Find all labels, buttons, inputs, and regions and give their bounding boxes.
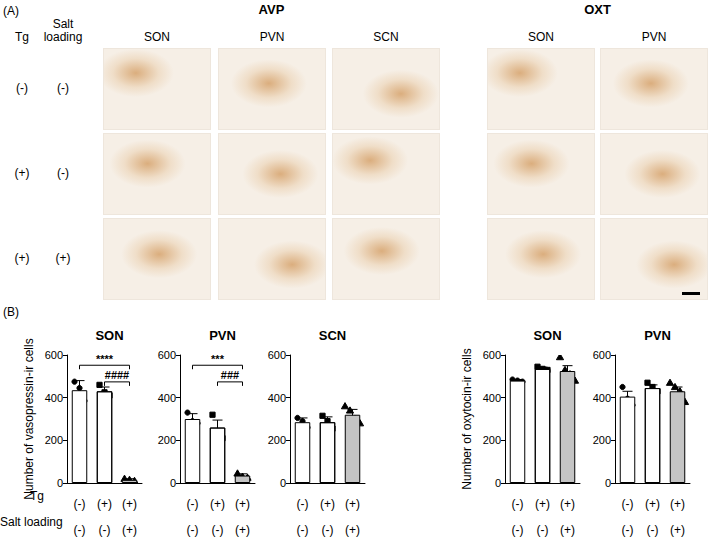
svg-text:####: ####	[105, 369, 129, 381]
svg-text:(+): (+)	[535, 497, 550, 511]
svg-text:(-): (-)	[647, 523, 659, 537]
svg-text:(-): (-)	[212, 523, 224, 537]
html-text:Tg: Tg	[15, 30, 29, 44]
svg-text:(-): (-)	[187, 523, 199, 537]
svg-text:SON: SON	[533, 328, 561, 343]
html-text:Salt loading: Salt loading	[43, 17, 83, 44]
svg-text:****: ****	[96, 353, 114, 365]
svg-text:SCN: SCN	[319, 328, 346, 343]
html-text:SON: SON	[528, 30, 554, 44]
svg-text:600: 600	[483, 349, 501, 361]
svg-text:(-): (-)	[74, 523, 86, 537]
html-text:AVP: AVP	[258, 2, 285, 17]
svg-text:600: 600	[158, 349, 176, 361]
svg-text:0: 0	[280, 477, 286, 489]
svg-text:###: ###	[221, 369, 239, 381]
svg-text:(+): (+)	[235, 497, 250, 511]
svg-text:Tg: Tg	[30, 489, 44, 503]
svg-text:200: 200	[158, 434, 176, 446]
svg-text:(-): (-)	[622, 497, 634, 511]
svg-text:(+): (+)	[560, 497, 575, 511]
svg-text:Number of vasopressin-ir cells: Number of vasopressin-ir cells	[22, 338, 36, 499]
svg-text:200: 200	[45, 434, 63, 446]
html-text:SCN: SCN	[373, 30, 399, 44]
svg-text:0: 0	[170, 477, 176, 489]
svg-text:(+): (+)	[122, 497, 137, 511]
svg-text:(+): (+)	[670, 497, 685, 511]
html-text:SON: SON	[144, 30, 170, 44]
svg-text:(-): (-)	[537, 523, 549, 537]
svg-text:200: 200	[268, 434, 286, 446]
svg-text:400: 400	[268, 392, 286, 404]
svg-text:Salt loading: Salt loading	[0, 515, 63, 529]
svg-text:(-): (-)	[512, 497, 524, 511]
svg-text:200: 200	[483, 434, 501, 446]
svg-text:PVN: PVN	[209, 328, 236, 343]
html-text:(A): (A)	[3, 4, 19, 18]
svg-text:(-): (-)	[622, 523, 634, 537]
svg-text:400: 400	[45, 392, 63, 404]
svg-text:(+): (+)	[560, 523, 575, 537]
html-text:OXT: OXT	[584, 2, 611, 17]
svg-text:(+): (+)	[97, 497, 112, 511]
svg-text:0: 0	[495, 477, 501, 489]
svg-text:PVN: PVN	[644, 328, 671, 343]
svg-text:(-): (-)	[297, 523, 309, 537]
svg-text:(+): (+)	[235, 523, 250, 537]
svg-text:(-): (-)	[99, 523, 111, 537]
svg-text:(+): (+)	[122, 523, 137, 537]
svg-text:(-): (-)	[322, 523, 334, 537]
svg-text:200: 200	[593, 434, 611, 446]
svg-text:400: 400	[158, 392, 176, 404]
svg-text:(+): (+)	[670, 523, 685, 537]
svg-text:600: 600	[268, 349, 286, 361]
svg-text:(-): (-)	[187, 497, 199, 511]
svg-text:(-): (-)	[74, 497, 86, 511]
svg-text:600: 600	[593, 349, 611, 361]
svg-text:(+): (+)	[345, 497, 360, 511]
svg-text:Number of oxytocin-ir cells: Number of oxytocin-ir cells	[460, 348, 474, 489]
svg-text:0: 0	[605, 477, 611, 489]
svg-text:400: 400	[593, 392, 611, 404]
svg-text:(+): (+)	[345, 523, 360, 537]
svg-text:SON: SON	[95, 328, 123, 343]
svg-text:(-): (-)	[512, 523, 524, 537]
svg-text:600: 600	[45, 349, 63, 361]
html-text:PVN: PVN	[259, 30, 285, 44]
svg-text:0: 0	[57, 477, 63, 489]
svg-text:***: ***	[211, 353, 225, 365]
html-text:PVN: PVN	[641, 30, 667, 44]
svg-text:(-): (-)	[297, 497, 309, 511]
svg-text:400: 400	[483, 392, 501, 404]
svg-text:(+): (+)	[210, 497, 225, 511]
svg-text:(+): (+)	[320, 497, 335, 511]
svg-text:(+): (+)	[645, 497, 660, 511]
svg-text:(B): (B)	[3, 305, 19, 319]
